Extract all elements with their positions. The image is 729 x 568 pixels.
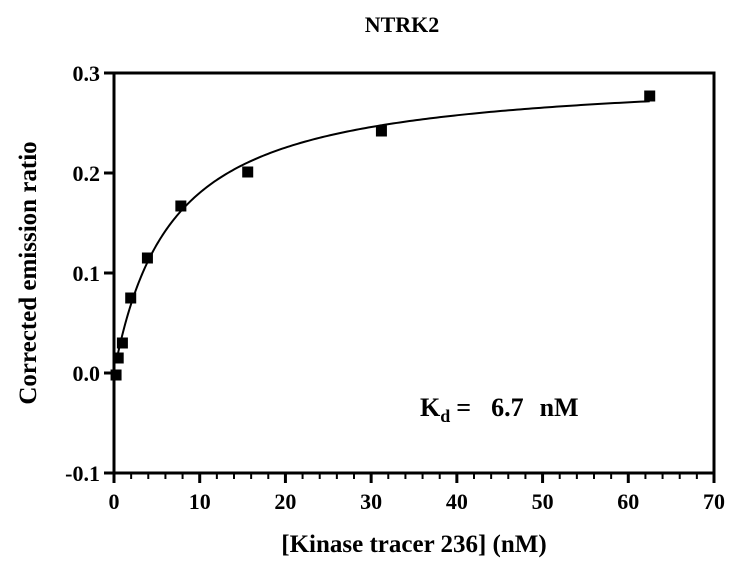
x-axis-title: [Kinase tracer 236] (nM) [281,531,546,558]
y-tick-label: 0.0 [73,361,101,386]
y-tick-label: -0.1 [65,461,100,486]
x-tick-label: 50 [532,489,554,514]
kd-unit: nM [540,393,579,422]
kd-symbol: K [420,393,441,422]
data-points [110,90,656,381]
kd-subscript: d [440,406,450,426]
axis-ticks: 0 10 20 30 40 50 60 70 -0.1 0.0 0.1 0.2 0.3 [65,61,725,514]
data-point [644,90,656,102]
fit-curve-group [115,100,650,363]
x-tick-label: 60 [617,489,639,514]
y-axis-title: Corrected emission ratio [15,141,42,404]
kd-equals: = [456,393,471,422]
data-point [112,352,124,364]
axes [112,71,716,475]
fit-curve [115,100,650,363]
x-tick-label: 30 [360,489,382,514]
data-point [116,337,128,349]
data-point [375,125,387,137]
y-tick-label: 0.3 [73,61,101,86]
plot-frame [112,71,716,475]
y-tick-label: 0.2 [73,161,101,186]
data-point [175,200,187,212]
x-tick-label: 20 [274,489,296,514]
x-tick-label: 70 [703,489,725,514]
x-tick-label: 40 [446,489,468,514]
chart-title: NTRK2 [365,12,440,37]
data-point [141,252,153,264]
y-tick-label: 0.1 [73,261,101,286]
data-point [242,166,254,178]
data-point [110,369,122,381]
x-tick-label: 10 [189,489,211,514]
kd-annotation: Kd = 6.7 nM [420,393,579,426]
x-tick-label: 0 [109,489,120,514]
data-point [125,292,137,304]
kd-value: 6.7 [491,393,524,422]
